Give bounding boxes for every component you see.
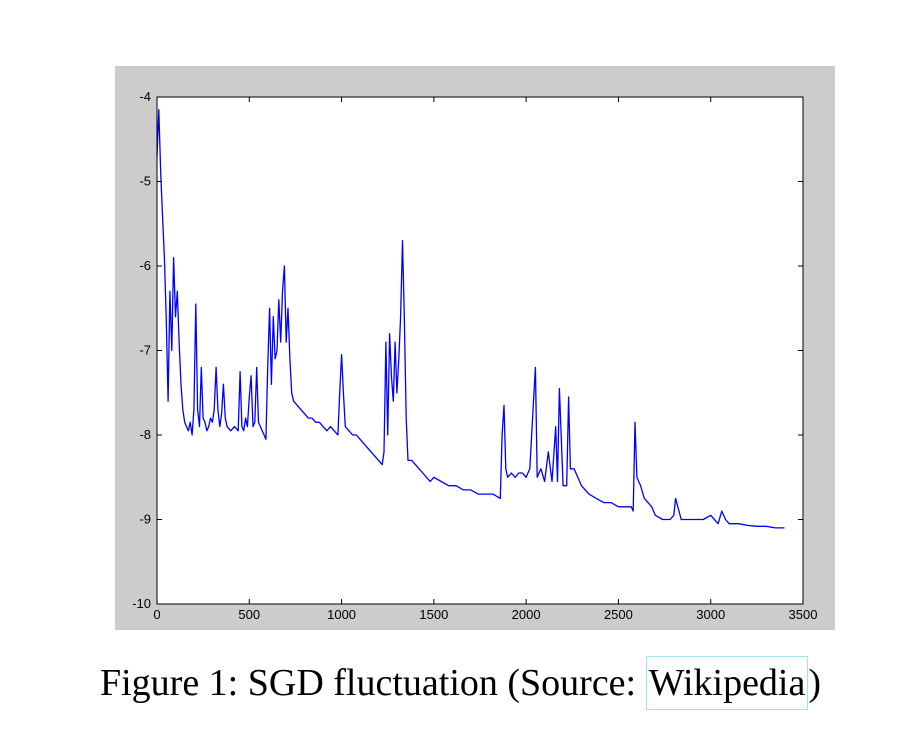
plot-area [157, 97, 803, 604]
x-tick-label-0: 0 [153, 607, 160, 622]
sgd-loss-chart: 0 500 1000 1500 2000 2500 3000 3500 -4 -5 -6 -7 -8 -9… [132, 89, 818, 622]
caption-prefix: Figure 1: SGD fluctuation (Source: [99, 662, 646, 704]
figure-caption: Figure 1: SGD fluctuation (Source: Wikip… [0, 655, 921, 711]
y-tick-label--5: -5 [139, 174, 151, 189]
y-tick-label--4: -4 [139, 89, 151, 104]
x-tick-label-2000: 2000 [512, 607, 541, 622]
y-tick-label--7: -7 [139, 343, 151, 358]
y-tick-label--6: -6 [139, 258, 151, 273]
x-tick-label-500: 500 [238, 607, 260, 622]
wikipedia-link[interactable]: Wikipedia [645, 656, 809, 710]
x-tick-label-3500: 3500 [789, 607, 818, 622]
x-tick-label-2500: 2500 [604, 607, 633, 622]
x-tick-label-1000: 1000 [327, 607, 356, 622]
x-tick-label-1500: 1500 [419, 607, 448, 622]
caption-suffix: ) [808, 662, 822, 704]
x-tick-label-3000: 3000 [696, 607, 725, 622]
figure-frame: 0 500 1000 1500 2000 2500 3000 3500 -4 -5 -6 -7 -8 -9… [115, 66, 835, 630]
y-tick-label--9: -9 [139, 512, 151, 527]
y-tick-label--8: -8 [139, 427, 151, 442]
y-tick-label--10: -10 [132, 596, 151, 611]
series-line-0 [156, 109, 785, 529]
